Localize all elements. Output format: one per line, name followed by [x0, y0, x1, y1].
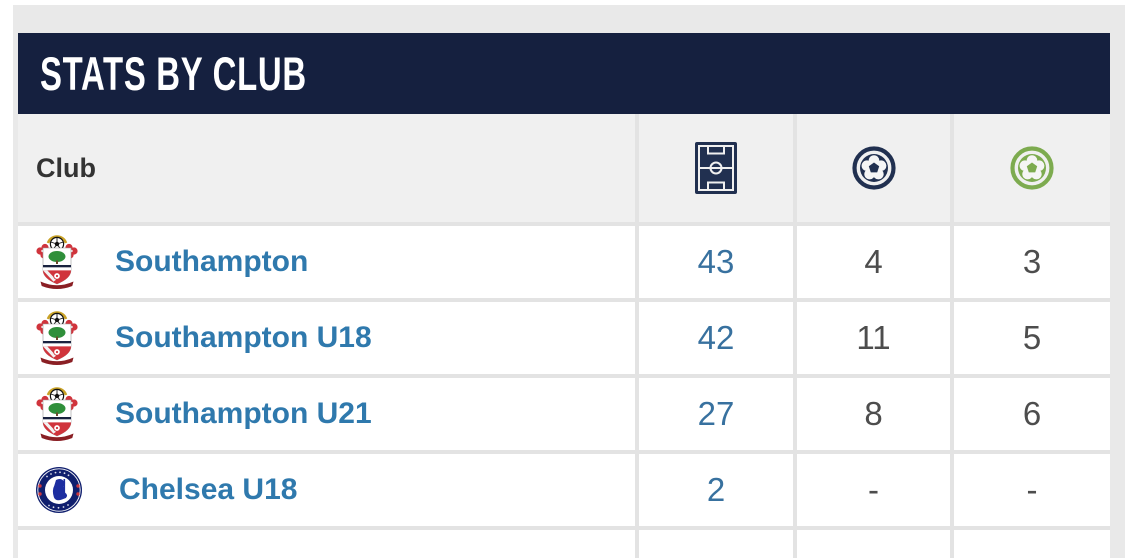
club-name-link[interactable]: Southampton U18	[115, 321, 372, 354]
stats-table: Club	[18, 114, 1110, 558]
appearances-column-header	[639, 114, 793, 222]
club-column-header: Club	[18, 114, 635, 222]
club-name-link[interactable]: Southampton	[115, 245, 309, 278]
assists-value: -	[954, 454, 1110, 526]
goals-value: 8	[797, 378, 950, 450]
panel-title-bar: STATS BY CLUB	[18, 33, 1110, 114]
southampton-crest	[36, 235, 78, 289]
ball-icon-dark	[851, 146, 896, 190]
appearances-value[interactable]: 2	[639, 454, 793, 526]
table-row-partial-cell	[954, 530, 1110, 558]
table-row-partial-club-cell	[18, 530, 635, 558]
assists-value: 6	[954, 378, 1110, 450]
table-row-partial-cell	[797, 530, 950, 558]
panel-title: STATS BY CLUB	[40, 47, 307, 100]
goals-value: -	[797, 454, 950, 526]
ball-icon-green	[1010, 146, 1054, 190]
pitch-icon	[695, 142, 737, 194]
assists-column-header	[954, 114, 1110, 222]
table-row-club-cell[interactable]: Chelsea U18	[18, 454, 635, 526]
club-name-link[interactable]: Southampton U21	[115, 397, 372, 430]
chelsea-crest	[36, 467, 82, 513]
assists-value: 5	[954, 302, 1110, 374]
southampton-crest	[36, 311, 78, 365]
table-row-club-cell[interactable]: Southampton	[18, 226, 635, 298]
goals-value: 11	[797, 302, 950, 374]
table-row-club-cell[interactable]: Southampton U18	[18, 302, 635, 374]
table-row-club-cell[interactable]: Southampton U21	[18, 378, 635, 450]
southampton-crest	[36, 387, 78, 441]
goals-value: 4	[797, 226, 950, 298]
stats-by-club-panel: STATS BY CLUB Club	[18, 33, 1110, 558]
appearances-value[interactable]: 43	[639, 226, 793, 298]
appearances-value[interactable]: 42	[639, 302, 793, 374]
table-row-partial-cell	[639, 530, 793, 558]
goals-column-header	[797, 114, 950, 222]
appearances-value[interactable]: 27	[639, 378, 793, 450]
assists-value: 3	[954, 226, 1110, 298]
club-name-link[interactable]: Chelsea U18	[119, 473, 298, 506]
